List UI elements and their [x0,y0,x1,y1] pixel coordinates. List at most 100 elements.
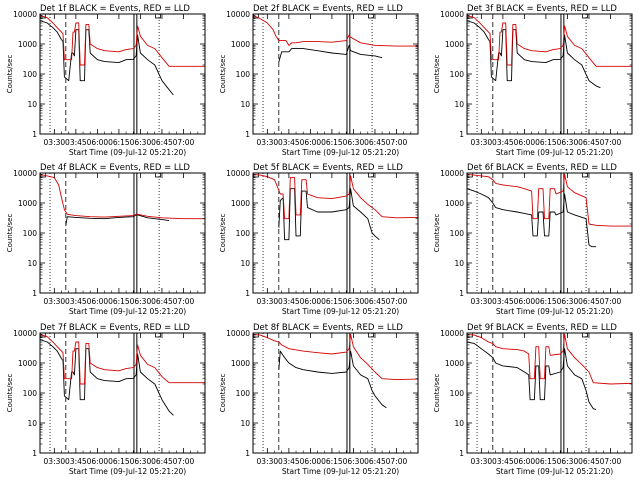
x-tick-label: 03:45 [492,297,514,306]
x-tick-label: 06:00 [87,457,109,466]
marker-box-right [368,332,374,338]
panel-title: Det 3f BLACK = Events, RED = LLD [467,4,617,14]
x-tick-label: 06:45 [364,138,386,147]
y-tick-label: 10 [27,100,37,109]
marker-box-right [368,172,374,178]
y-tick-label: 1000 [231,40,250,49]
y-axis-label: Counts/sec [433,374,441,413]
plot-frame [39,13,206,135]
y-tick-label: 1000 [231,359,250,368]
x-axis-label: Start Time (09-Jul-12 05:21:20) [69,467,186,476]
events-series-line [278,188,380,241]
x-tick-label: 06:45 [151,138,173,147]
y-tick-label: 1000 [18,40,37,49]
marker-box-right [582,332,588,338]
x-tick-label: 06:30 [343,138,365,147]
x-tick-label: 06:30 [343,457,365,466]
x-tick-label: 03:45 [65,297,87,306]
events-series-line [65,214,170,226]
x-tick-label: 03:30 [257,138,279,147]
detector-panel-6: Det 6f BLACK = Events, RED = LLD Counts/s… [433,163,633,316]
y-tick-label: 10000 [226,329,250,338]
detector-panel-5: Det 5f BLACK = Events, RED = LLD Counts/s… [219,163,419,316]
y-tick-label: 100 [23,70,38,79]
plot-frame [252,332,419,454]
lld-series-line [466,14,632,67]
y-tick-label: 10 [27,419,37,428]
x-tick-label: 07:00 [386,297,408,306]
x-tick-label: 07:00 [173,138,195,147]
x-tick-label: 07:00 [386,138,408,147]
x-tick-label: 06:45 [578,457,600,466]
x-tick-label: 06:00 [300,138,322,147]
plot-frame [252,172,419,294]
marker-box-right [155,332,161,338]
detector-panel-2: Det 2f BLACK = Events, RED = LLD Counts/s… [219,4,419,157]
y-tick-label: 10000 [440,329,464,338]
x-axis-label: Start Time (09-Jul-12 05:21:20) [69,148,186,157]
y-tick-label: 100 [236,389,251,398]
x-tick-label: 06:00 [87,297,109,306]
plot-frame [466,13,633,135]
x-tick-label: 06:15 [108,138,130,147]
y-tick-label: 1000 [445,359,464,368]
y-tick-label: 1 [459,449,464,458]
x-tick-label: 03:30 [471,297,493,306]
detector-panel-9: Det 9f BLACK = Events, RED = LLD Counts/s… [433,323,633,476]
x-tick-label: 03:45 [492,138,514,147]
y-axis-label: Counts/sec [6,55,14,94]
y-axis-label: Counts/sec [219,55,227,94]
y-tick-label: 10000 [226,169,250,178]
y-axis-label: Counts/sec [6,214,14,253]
y-tick-label: 1000 [18,199,37,208]
y-tick-label: 10 [454,100,464,109]
x-tick-label: 06:30 [130,297,152,306]
lld-series-line [466,173,632,227]
events-series-line [466,188,597,248]
x-tick-label: 06:00 [300,297,322,306]
x-tick-label: 07:00 [600,457,622,466]
x-tick-label: 07:00 [173,297,195,306]
x-tick-label: 07:00 [173,457,195,466]
y-tick-label: 100 [450,389,465,398]
x-tick-label: 03:30 [471,138,493,147]
x-tick-label: 03:30 [44,138,66,147]
plot-frame [39,332,206,454]
y-axis-label: Counts/sec [219,374,227,413]
detector-panel-4: Det 4f BLACK = Events, RED = LLD Counts/s… [6,163,206,316]
x-tick-label: 06:45 [364,297,386,306]
y-tick-label: 1 [245,130,250,139]
y-tick-label: 10 [454,259,464,268]
y-tick-label: 10000 [440,10,464,19]
y-tick-label: 1 [32,449,37,458]
y-tick-label: 1 [459,130,464,139]
marker-box-right [582,172,588,178]
x-tick-label: 06:30 [130,138,152,147]
events-series-line [278,44,383,63]
y-tick-label: 1000 [231,199,250,208]
y-tick-label: 10000 [13,10,37,19]
panel-title: Det 8f BLACK = Events, RED = LLD [253,323,403,333]
lld-series-line [252,14,418,47]
x-axis-label: Start Time (09-Jul-12 05:21:20) [282,307,399,316]
x-axis-label: Start Time (09-Jul-12 05:21:20) [496,307,613,316]
y-tick-label: 1000 [445,40,464,49]
x-axis-label: Start Time (09-Jul-12 05:21:20) [496,467,613,476]
detector-panel-1: Det 1f BLACK = Events, RED = LLD Counts/s… [6,4,206,157]
x-tick-label: 06:30 [557,457,579,466]
panel-title: Det 9f BLACK = Events, RED = LLD [467,323,617,333]
marker-box-right [582,13,588,19]
y-tick-label: 1 [245,289,250,298]
y-tick-label: 10 [240,259,250,268]
y-tick-label: 100 [450,229,465,238]
x-tick-label: 03:30 [257,297,279,306]
x-tick-label: 03:45 [278,297,300,306]
y-tick-label: 1 [245,449,250,458]
x-tick-label: 03:45 [65,457,87,466]
lld-series-line [252,173,419,220]
x-tick-label: 06:00 [514,457,536,466]
y-axis-label: Counts/sec [6,374,14,413]
y-tick-label: 10000 [226,10,250,19]
x-tick-label: 03:30 [44,297,66,306]
